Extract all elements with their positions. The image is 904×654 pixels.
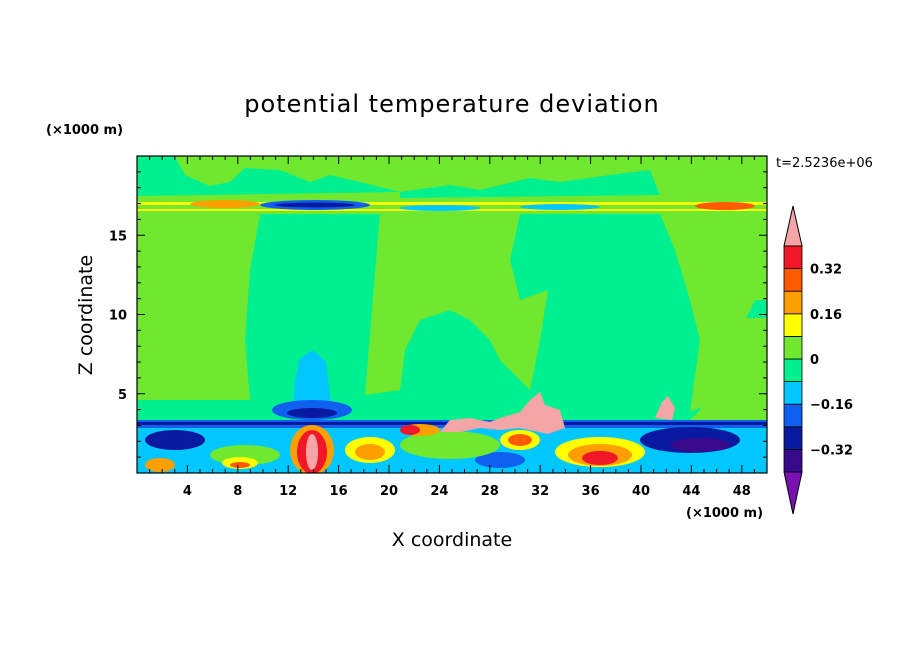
eddy-blue-3 — [475, 452, 525, 468]
field-region-zero-mid — [365, 214, 548, 395]
field-region-upper-right — [400, 170, 660, 198]
field-region-upper-left — [137, 156, 400, 196]
colorbar-swatch — [783, 403, 803, 428]
y-axis-unit: (×1000 m) — [46, 123, 123, 138]
x-axis: 4 8 12 16 20 24 28 32 36 40 44 48 — [136, 156, 768, 499]
colorbar-swatch — [783, 245, 803, 270]
eddy-orange-2 — [355, 444, 385, 460]
colorbar-swatch — [783, 290, 803, 315]
y-axis-label: Z coordinate — [75, 255, 97, 375]
colorbar: 0.32 0.16 0 −0.16 −0.32 — [783, 205, 853, 515]
x-axis-label: X coordinate — [392, 529, 512, 551]
colorbar-tick-label: −0.16 — [810, 398, 853, 413]
x-tick-label: 8 — [233, 484, 242, 499]
y-tick-label: 15 — [109, 229, 127, 244]
eddy-column-pink — [306, 434, 318, 470]
y-axis: 5 10 15 — [109, 155, 767, 474]
eddy-orange-3 — [230, 462, 250, 468]
colorbar-extend-high — [783, 205, 803, 247]
colorbar-swatch — [783, 358, 803, 383]
field-region-zero-left — [137, 214, 260, 400]
field-region-zero-right — [660, 214, 767, 412]
x-tick-label: 40 — [632, 484, 650, 499]
eddy-orange-4 — [508, 434, 532, 446]
x-tick-label: 44 — [682, 484, 700, 499]
colorbar-swatch — [783, 335, 803, 360]
colorbar-swatch — [783, 313, 803, 337]
x-tick-label: 36 — [582, 484, 600, 499]
colorbar-extend-low — [783, 471, 803, 515]
y-tick-label: 5 — [118, 388, 127, 403]
eddy-pink-right — [655, 396, 675, 420]
x-tick-label: 24 — [430, 484, 448, 499]
eddy-green-2 — [400, 431, 500, 459]
field-band-cyan-1 — [400, 205, 480, 211]
x-axis-unit: (×1000 m) — [686, 506, 763, 521]
colorbar-tick-label: 0.16 — [810, 308, 842, 323]
field-region-negative — [137, 214, 767, 420]
colorbar-swatch — [783, 381, 803, 405]
eddy-yellow-2 — [145, 458, 175, 472]
x-tick-label: 28 — [481, 484, 499, 499]
x-tick-label: 16 — [330, 484, 348, 499]
colorbar-tick-label: 0.32 — [810, 263, 842, 278]
eddy-red-2 — [400, 425, 420, 435]
eddy-pink-row — [440, 392, 565, 434]
eddy-red-1 — [582, 451, 618, 465]
field-band-cyan-2 — [520, 204, 600, 210]
eddy-purple — [670, 438, 730, 452]
colorbar-tick-label: −0.32 — [810, 443, 853, 458]
eddy-blue-1 — [145, 430, 205, 450]
x-tick-label: 48 — [733, 484, 751, 499]
colorbar-swatch — [783, 426, 803, 450]
field-band-warm-right — [695, 202, 755, 210]
colorbar-swatch — [783, 448, 803, 473]
chart-title: potential temperature deviation — [244, 90, 659, 118]
colorbar-tick-label: 0 — [810, 353, 819, 368]
field-band-warm-left — [190, 200, 260, 208]
x-tick-label: 32 — [531, 484, 549, 499]
plot-area — [137, 156, 767, 473]
x-tick-label: 20 — [380, 484, 398, 499]
field-band-cold-core — [275, 202, 355, 208]
colorbar-swatch — [783, 268, 803, 292]
eddy-pink-2 — [538, 421, 558, 429]
x-tick-label: 4 — [183, 484, 192, 499]
y-tick-label: 10 — [109, 309, 127, 324]
time-label: t=2.5236e+06 — [776, 156, 873, 171]
x-tick-label: 12 — [279, 484, 297, 499]
field-plume-core — [287, 408, 337, 418]
